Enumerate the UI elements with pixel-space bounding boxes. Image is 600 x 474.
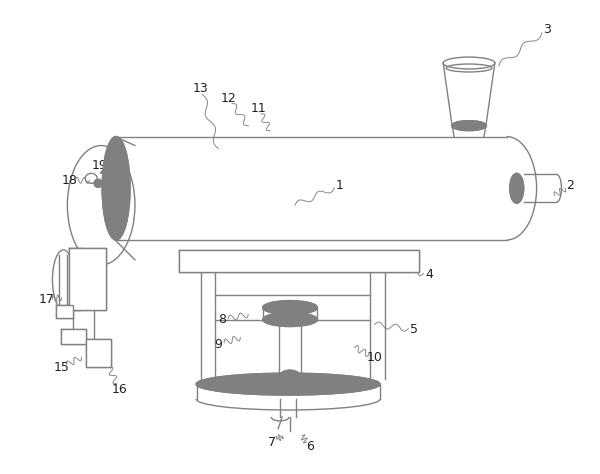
Text: 9: 9 — [215, 338, 223, 351]
Text: 10: 10 — [367, 351, 382, 364]
Text: 4: 4 — [425, 268, 433, 281]
Text: 16: 16 — [111, 383, 127, 396]
Ellipse shape — [263, 312, 317, 327]
Ellipse shape — [279, 370, 301, 384]
Ellipse shape — [196, 373, 380, 395]
Text: 2: 2 — [566, 179, 574, 192]
Polygon shape — [56, 305, 73, 318]
Text: 7: 7 — [268, 436, 276, 449]
Ellipse shape — [102, 137, 130, 240]
Text: 5: 5 — [410, 323, 418, 336]
Ellipse shape — [94, 179, 102, 187]
Text: 6: 6 — [306, 440, 314, 453]
Text: 3: 3 — [542, 23, 550, 36]
Text: 8: 8 — [218, 313, 226, 326]
Text: 18: 18 — [61, 174, 77, 187]
Text: 11: 11 — [250, 102, 266, 115]
Ellipse shape — [452, 121, 487, 131]
Text: 12: 12 — [221, 92, 236, 105]
Polygon shape — [61, 329, 86, 345]
Polygon shape — [179, 250, 419, 272]
Text: 15: 15 — [53, 361, 70, 374]
Polygon shape — [86, 339, 111, 367]
Text: 1: 1 — [336, 179, 344, 192]
Polygon shape — [70, 248, 106, 310]
Text: 19: 19 — [91, 159, 107, 172]
Ellipse shape — [263, 301, 317, 315]
Ellipse shape — [510, 173, 524, 203]
Text: 17: 17 — [38, 293, 55, 306]
Text: 13: 13 — [193, 82, 208, 95]
